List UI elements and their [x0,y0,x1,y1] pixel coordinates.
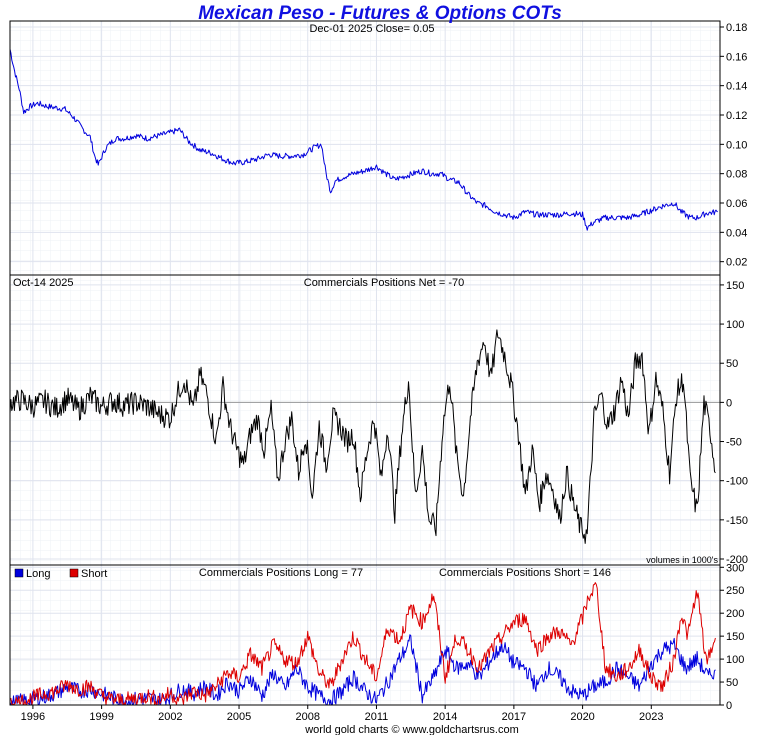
y-tick-label: 100 [726,319,744,331]
x-tick-label: 1996 [21,711,45,723]
footer-credit: world gold charts © www.goldchartsrus.co… [304,724,519,735]
legend-long-label: Long [26,568,50,580]
net-series [9,329,716,544]
series-line-net [9,329,716,544]
x-tick-label: 1999 [89,711,113,723]
x-tick-label: 2005 [227,711,251,723]
long-header: Commercials Positions Long = 77 [199,567,363,579]
y-tick-label: 100 [726,654,744,666]
y-tick-label: -150 [726,515,748,527]
y-tick-label: 50 [726,677,738,689]
y-tick-label: 0.16 [726,51,747,63]
gridlines [10,21,720,706]
y-tick-label: 200 [726,608,744,620]
legend-short-swatch [69,568,79,578]
price-panel [10,21,720,275]
y-tick-label: 150 [726,280,744,292]
y-tick-label: -100 [726,476,748,488]
long-short-series [9,582,716,706]
net-date-label: Oct-14 2025 [13,277,74,289]
price-series [9,48,718,231]
y-tick-label: 0.04 [726,227,747,239]
y-tick-label: 0 [726,397,732,409]
net-panel [10,275,720,565]
x-axis: 1996 1999 2002 2005 2008 2011 2014 2017 2020 2023 [21,705,664,723]
y-tick-label: 150 [726,631,744,643]
price-header: Dec-01 2025 Close= 0.05 [309,23,434,35]
series-line-long [9,634,716,706]
y-tick-label: 0.02 [726,257,747,269]
volumes-note: volumes in 1000's [646,555,718,565]
y-tick-label: -200 [726,554,748,566]
y-tick-label: 0.08 [726,169,747,181]
y-tick-label: 300 [726,562,744,574]
x-tick-label: 2020 [570,711,594,723]
x-tick-label: 2002 [158,711,182,723]
series-line-price [9,48,718,231]
series-line-short [9,582,716,706]
x-tick-label: 2008 [295,711,319,723]
y-tick-label: 250 [726,585,744,597]
y-tick-label: 0.06 [726,198,747,210]
y-tick-label: 0.12 [726,110,747,122]
x-tick-label: 2017 [502,711,526,723]
legend-short-label: Short [81,568,107,580]
y-axes: 0.18 0.16 0.14 0.12 0.10 0.08 0.06 0.04 0.02 150 1… [720,22,748,712]
y-tick-label: 0.10 [726,139,747,151]
y-tick-label: -50 [726,437,742,449]
y-tick-label: 0.18 [726,22,747,34]
chart-title: Mexican Peso - Futures & Options COTs [198,3,562,24]
y-tick-label: 0.14 [726,81,747,93]
legend-long-swatch [14,568,24,578]
x-tick-label: 2014 [433,711,457,723]
short-header: Commercials Positions Short = 146 [439,567,611,579]
x-tick-label: 2011 [365,711,389,723]
net-header: Commercials Positions Net = -70 [304,277,464,289]
y-tick-label: 0 [726,700,732,712]
x-tick-label: 2023 [639,711,663,723]
y-tick-label: 50 [726,358,738,370]
